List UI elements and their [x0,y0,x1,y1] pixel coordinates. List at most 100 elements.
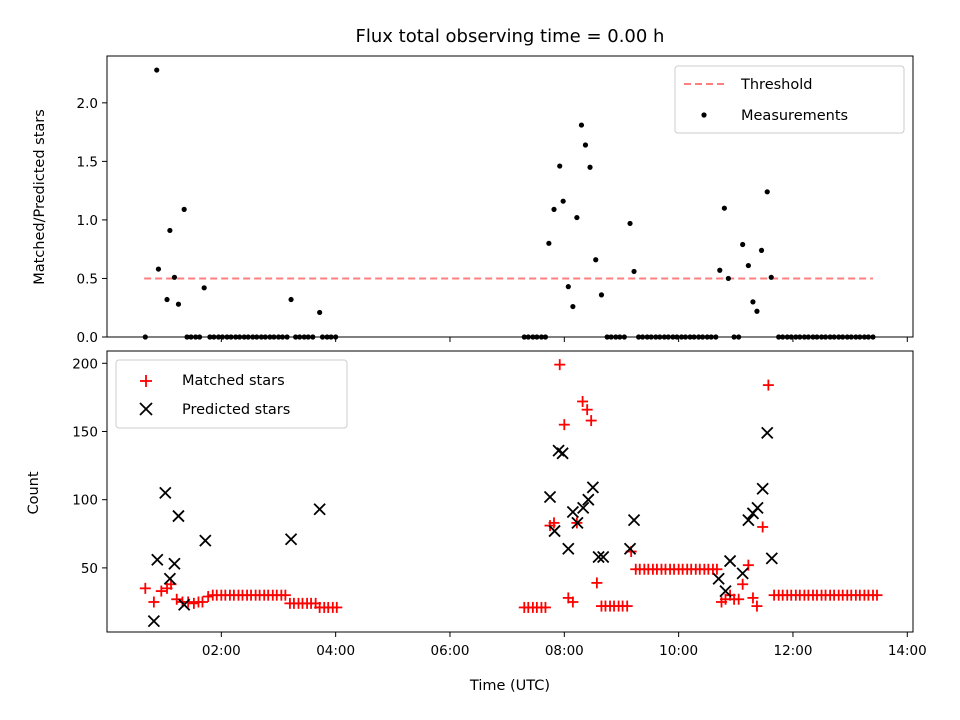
y-tick-label: 50 [81,561,98,577]
chart-title: Flux total observing time = 0.00 h [356,26,665,47]
y-tick-label: 150 [72,424,98,440]
matched-star-point [621,600,633,612]
predicted-star-point [577,501,590,515]
panel-counts: 02:00 04:00 06:00 08:00 10:00 12:00 14:00 50 10… [26,350,927,694]
ratio-x-ticks [220,337,908,342]
x-tick-label: 04:00 [316,643,355,659]
matched-star-point [737,578,749,590]
measurement-point [570,303,576,310]
predicted-star-point [756,482,769,495]
x-tick-label: 10:00 [659,643,698,659]
measurement-point [717,267,723,273]
predicted-star-point [765,552,778,565]
matched-star-point [202,591,214,603]
matched-star-point [171,593,183,605]
measurement-point [171,274,178,280]
predicted-star-point [761,426,774,439]
predicted-star-point [313,503,326,516]
matched-star-point [711,563,723,575]
x-tick-label: 12:00 [774,643,813,659]
matched-star-point [139,582,151,594]
measurements-legend-label: Measurements [741,108,848,124]
matched-star-point [585,415,597,427]
measurement-point [154,67,160,73]
predicted-legend-label: Predicted stars [182,402,290,418]
measurement-point [721,205,727,211]
measurement-point [155,266,162,272]
ratio-legend: Threshold Measurements [674,65,905,134]
predicted-star-point [566,505,580,519]
predicted-star-point [712,572,725,585]
matched-star-point [548,517,560,529]
ratio-y-ticks: 0.0 0.5 1.0 1.5 2.0 [77,96,107,346]
measurement-point [740,241,746,248]
predicted-star-point [199,534,212,547]
panel-ratio: 0.00.51.01.52.0 Matched/Predicted stars … [32,55,914,346]
measurement-point [582,142,589,148]
matched-star-point [581,404,593,416]
predicted-star-point [151,553,164,566]
x-tick-label: 14:00 [888,643,927,659]
measurement-point [546,240,552,246]
predicted-star-point [586,481,600,494]
predicted-star-point [719,584,732,598]
predicted-star-point [163,572,177,585]
measurement-point [768,274,774,280]
predicted-legend-swatch [139,402,153,416]
matched-star-point [757,521,769,533]
matched-star-point [747,592,759,604]
predicted-star-point [168,557,181,570]
matched-star-point [196,596,208,608]
matched-star-point [279,589,291,601]
matched-star-point [567,596,579,608]
matched-star-point [558,419,570,431]
predicted-star-point [597,550,610,564]
matched-legend-swatch [140,375,152,387]
x-tick-label: 08:00 [545,643,584,659]
measurement-point [587,164,593,170]
matched-star-point [182,596,194,608]
predicted-star-point [556,447,569,460]
predicted-star-point [147,614,161,628]
predicted-star-point [548,524,561,538]
matched-star-point [591,577,603,589]
measurement-point [565,284,571,290]
y-tick-label: 0.0 [77,330,98,346]
y-tick-label: 1.5 [77,154,98,170]
measurement-point [764,189,770,195]
predicted-star-point [178,598,191,611]
measurement-point [201,285,207,291]
predicted-stars-series [147,426,778,628]
predicted-star-point [571,516,584,530]
matched-star-point [539,601,551,613]
matched-star-point [155,585,167,597]
x-tick-label: 06:00 [431,643,470,659]
predicted-star-point [172,509,185,523]
measurement-point [725,275,731,282]
measurement-point [598,292,605,298]
measurement-point [167,227,173,234]
measurement-point [317,309,323,316]
measurement-point [631,268,637,275]
predicted-star-point [159,486,172,500]
counts-y-ticks: 50 100 150 200 [72,356,107,577]
measurement-point [175,301,182,307]
y-tick-label: 100 [72,493,98,509]
predicted-star-point [742,514,755,527]
measurement-point [560,198,566,204]
predicted-star-point [736,567,749,580]
measurement-point [593,257,599,263]
predicted-star-point [592,550,605,564]
y-tick-label: 0.5 [77,271,98,287]
predicted-star-point [582,493,595,506]
ratio-legend-box [674,65,905,134]
measurement-point [557,163,563,169]
measurement-point [578,122,585,128]
matched-star-point [148,596,160,608]
measurement-point [164,296,170,303]
predicted-star-point [562,542,575,555]
measurement-point [745,262,751,269]
matched-legend-label: Matched stars [182,373,285,389]
matched-star-point [554,359,566,371]
